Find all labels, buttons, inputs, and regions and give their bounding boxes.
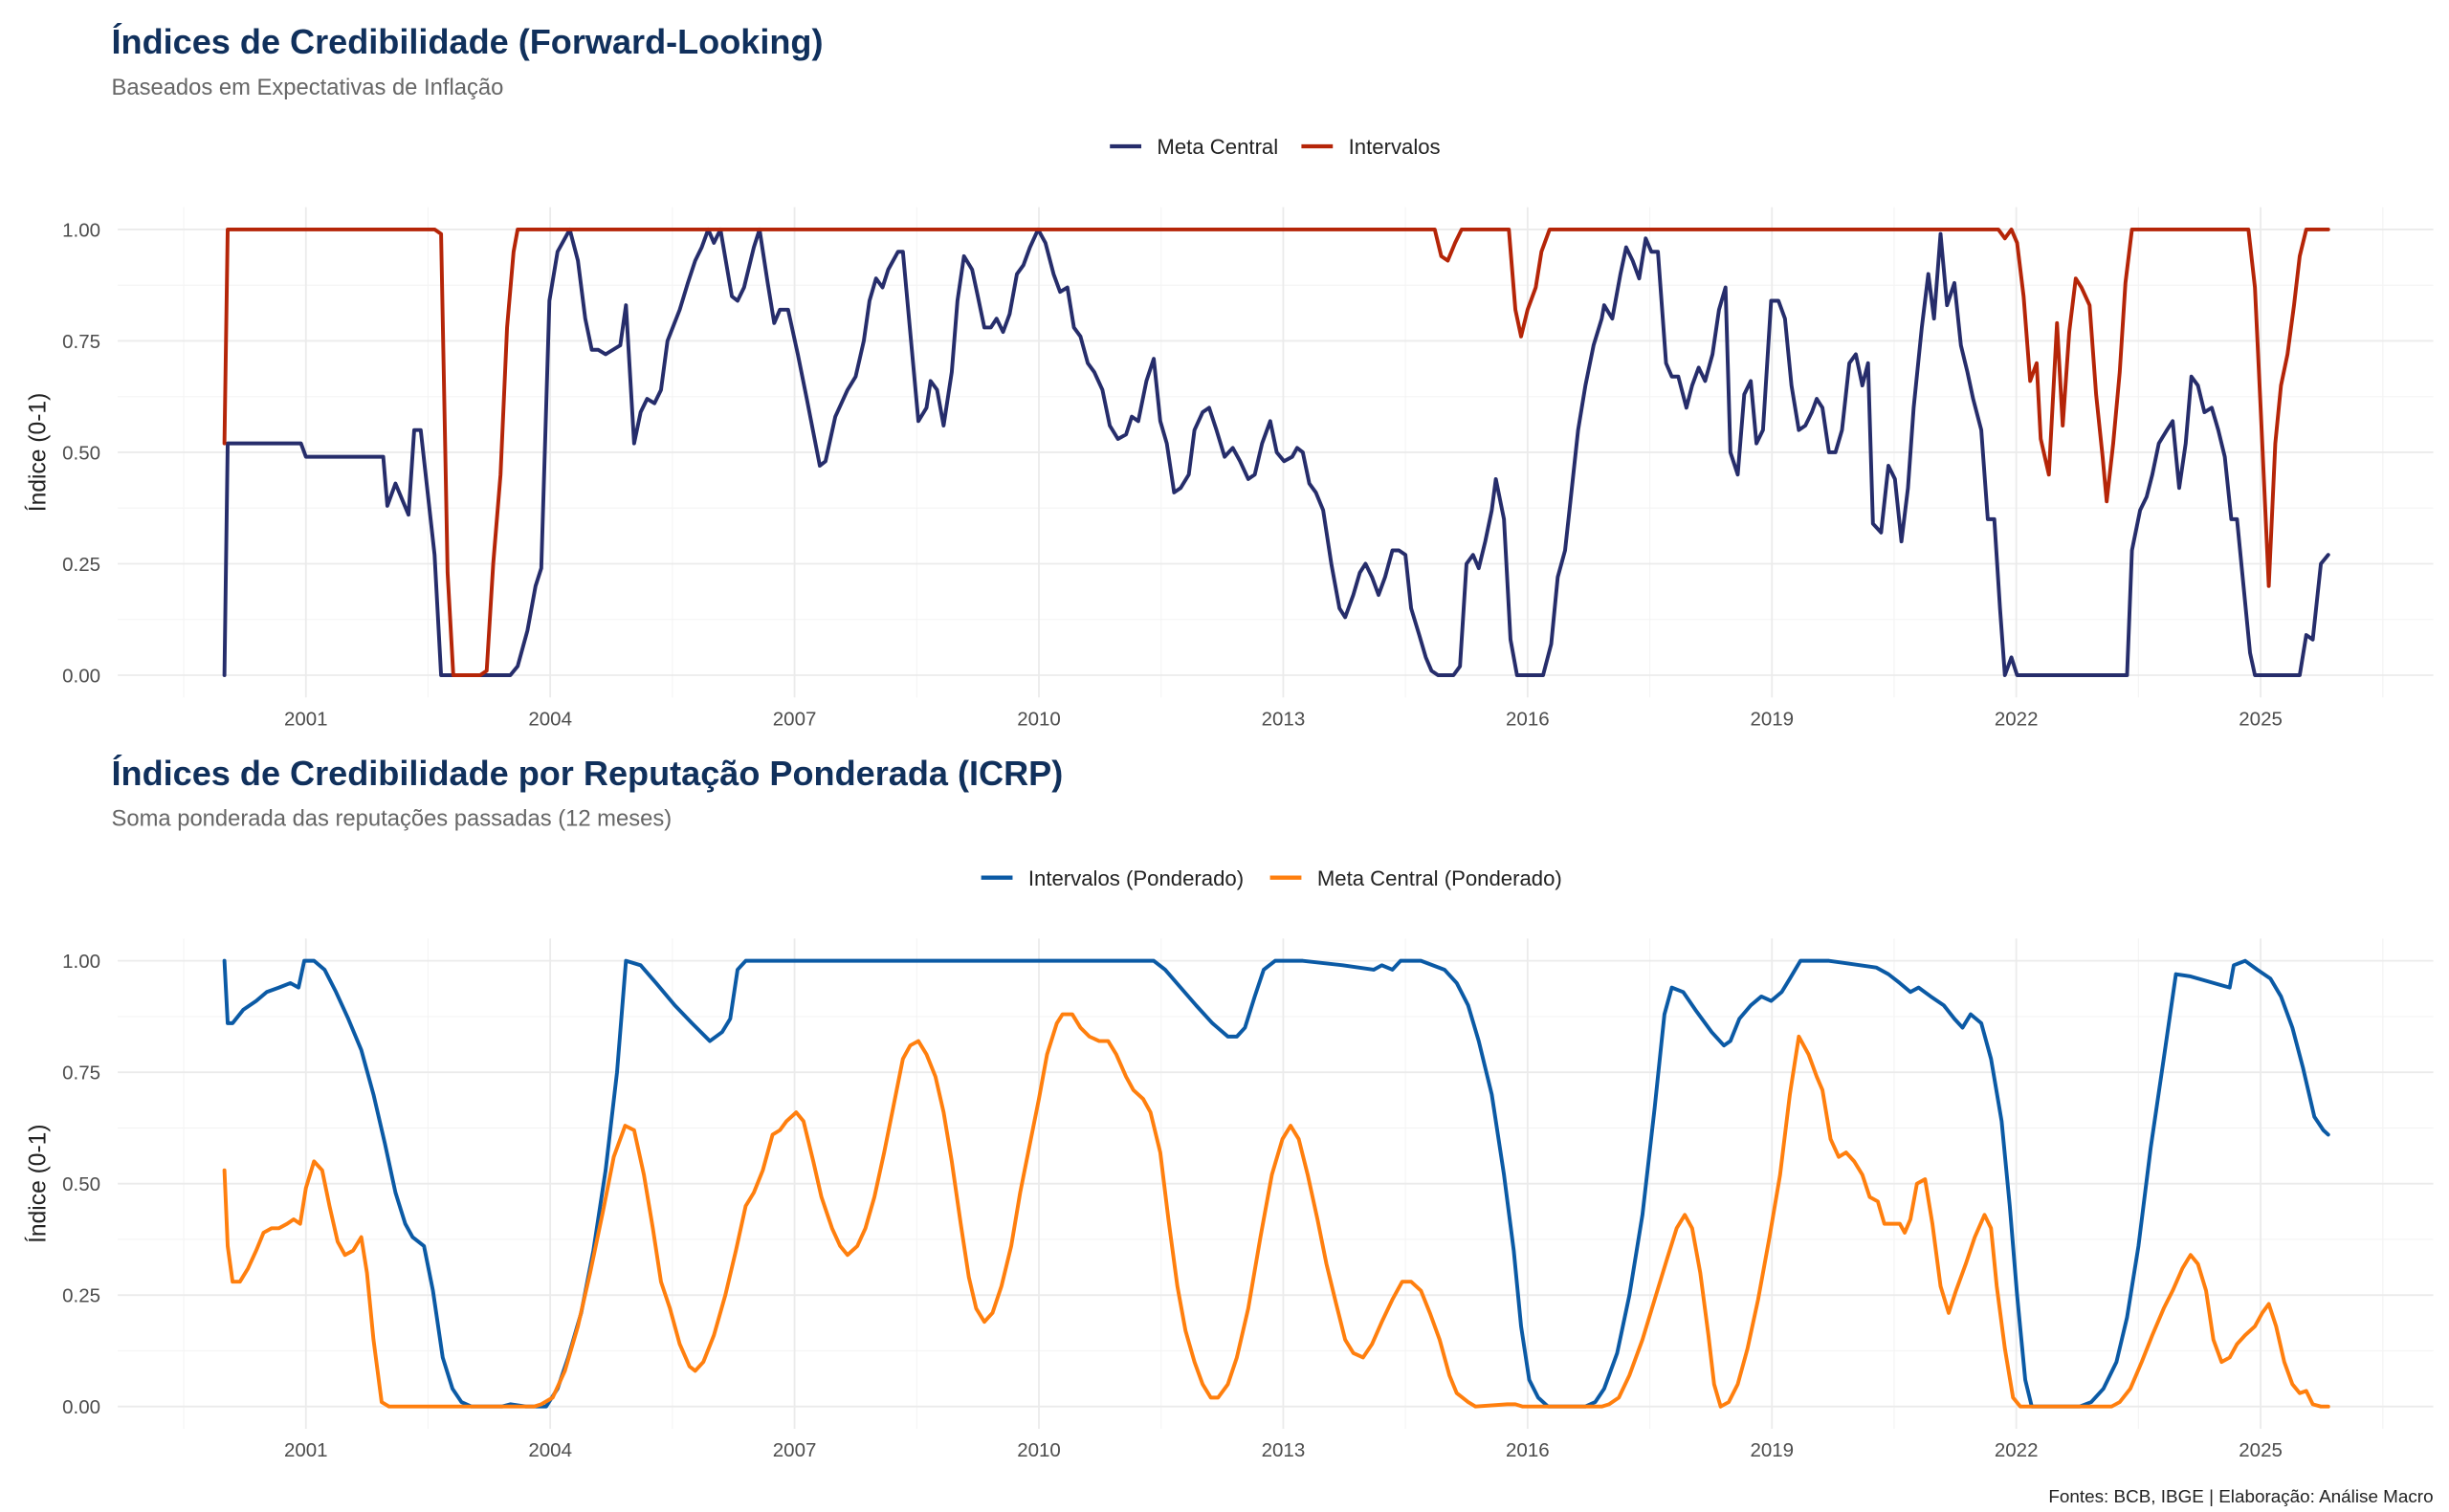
- series-line-meta-central: [222, 227, 2330, 677]
- x-tick-label: 2019: [1750, 1439, 1794, 1461]
- legend-label-intervalos: Intervalos: [1349, 135, 1441, 159]
- y-tick-label: 0.75: [62, 1063, 100, 1085]
- caption: Fontes: BCB, IBGE | Elaboração: Análise …: [2048, 1486, 2433, 1506]
- x-tick-label: 2013: [1262, 709, 1306, 731]
- chart-1-title: Índices de Credibilidade (Forward-Lookin…: [112, 22, 824, 61]
- legend-label-meta-central-ponderado: Meta Central (Ponderado): [1317, 866, 1562, 890]
- series-line-meta-central-ponderado: [222, 1012, 2330, 1409]
- y-tick-label: 1.00: [62, 951, 100, 973]
- y-tick-label: 0.75: [62, 331, 100, 353]
- y-tick-label: 0.25: [62, 554, 100, 576]
- chart-2-title: Índices de Credibilidade por Reputação P…: [112, 754, 1064, 793]
- chart-1-y-axis-title: Índice (0-1): [26, 393, 52, 512]
- x-tick-label: 2013: [1262, 1439, 1306, 1461]
- y-tick-label: 0.00: [62, 1396, 100, 1418]
- chart-2-legend: Intervalos (Ponderado) Meta Central (Pon…: [981, 866, 1562, 890]
- y-tick-label: 0.50: [62, 442, 100, 464]
- x-tick-label: 2007: [773, 709, 817, 731]
- x-tick-label: 2010: [1017, 1439, 1061, 1461]
- x-tick-label: 2016: [1506, 1439, 1550, 1461]
- chart-1-plot-area: 0.00 0.25 0.50 0.75 1.00 2001 2004 2007 2010 2013…: [62, 207, 2434, 731]
- x-tick-label: 2019: [1750, 709, 1794, 731]
- chart-2-plot-area: 0.00 0.25 0.50 0.75 1.00 2001 2004 2007 2010 2013…: [62, 938, 2434, 1461]
- y-tick-label: 0.00: [62, 665, 100, 687]
- y-tick-label: 0.25: [62, 1285, 100, 1307]
- x-tick-label: 2025: [2239, 1439, 2283, 1461]
- y-tick-label: 0.50: [62, 1173, 100, 1195]
- x-tick-label: 2016: [1506, 709, 1550, 731]
- series-line-intervalos: [222, 227, 2330, 677]
- x-tick-label: 2022: [1995, 1439, 2039, 1461]
- x-tick-label: 2010: [1017, 709, 1061, 731]
- chart-2-y-axis-title: Índice (0-1): [26, 1124, 52, 1242]
- legend-label-intervalos-ponderado: Intervalos (Ponderado): [1028, 866, 1244, 890]
- x-tick-label: 2004: [528, 1439, 572, 1461]
- x-tick-label: 2004: [528, 709, 572, 731]
- x-tick-label: 2022: [1995, 709, 2039, 731]
- chart-1-legend: Meta Central Intervalos: [1110, 135, 1441, 159]
- x-tick-label: 2001: [284, 709, 328, 731]
- chart-1-subtitle: Baseados em Expectativas de Inflação: [112, 75, 504, 100]
- legend-label-meta-central: Meta Central: [1157, 135, 1278, 159]
- x-tick-label: 2007: [773, 1439, 817, 1461]
- x-tick-label: 2025: [2239, 709, 2283, 731]
- x-tick-label: 2001: [284, 1439, 328, 1461]
- chart-2-subtitle: Soma ponderada das reputações passadas (…: [112, 806, 673, 832]
- y-tick-label: 1.00: [62, 219, 100, 241]
